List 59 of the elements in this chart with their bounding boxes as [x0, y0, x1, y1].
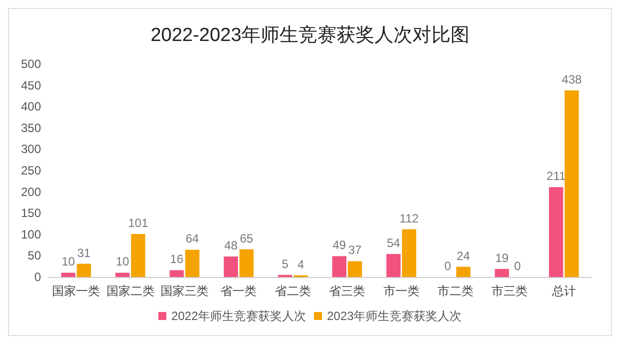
- bar: [386, 254, 401, 277]
- data-label: 49: [332, 238, 346, 252]
- legend-label: 2023年师生竞赛获奖人次: [327, 309, 462, 323]
- x-tick-label: 市二类: [438, 284, 474, 298]
- y-tick-label: 250: [20, 164, 42, 178]
- bar: [548, 187, 564, 277]
- data-label: 24: [456, 248, 470, 263]
- bar: [224, 256, 238, 277]
- bar: [332, 256, 346, 277]
- bar: [115, 272, 130, 277]
- data-label: 5: [282, 256, 289, 271]
- y-tick-label: 400: [20, 100, 42, 114]
- chart-title: 2022-2023年师生竞赛获奖人次对比图: [150, 24, 470, 46]
- bar: [494, 268, 509, 277]
- y-tick-label: 150: [20, 206, 42, 220]
- data-label: 10: [116, 254, 130, 269]
- data-label: 0: [514, 259, 522, 273]
- bar: [185, 250, 200, 277]
- x-tick-label: 国家三类: [160, 284, 208, 298]
- y-tick-label: 500: [20, 57, 42, 71]
- y-tick-label: 350: [20, 120, 42, 135]
- data-label: 101: [128, 216, 148, 230]
- y-tick-label: 200: [20, 184, 42, 199]
- data-label: 4: [297, 257, 304, 272]
- data-label: 10: [62, 254, 76, 269]
- y-tick-label: 50: [28, 248, 42, 263]
- data-label: 112: [400, 211, 419, 226]
- bar: [402, 229, 416, 277]
- bar: [61, 272, 76, 277]
- x-tick-label: 省三类: [329, 284, 366, 298]
- x-tick-label: 总计: [550, 284, 576, 298]
- legend-label: 2022年师生竞赛获奖人次: [171, 309, 306, 323]
- data-label: 31: [77, 246, 91, 260]
- data-label: 54: [386, 236, 400, 250]
- y-tick-label: 100: [20, 227, 42, 242]
- data-label: 16: [170, 252, 184, 266]
- x-tick-label: 国家一类: [52, 284, 100, 298]
- data-label: 65: [240, 231, 254, 246]
- data-label: 48: [224, 238, 238, 253]
- data-label: 438: [562, 72, 582, 86]
- y-tick-label: 300: [20, 142, 42, 156]
- x-tick-label: 国家二类: [106, 284, 154, 298]
- x-tick-label: 省一类: [220, 284, 257, 298]
- data-label: 37: [348, 243, 362, 258]
- data-label: 0: [444, 259, 452, 273]
- y-tick-label: 450: [20, 78, 42, 92]
- x-tick-label: 市一类: [383, 284, 420, 298]
- x-tick-label: 省二类: [274, 284, 311, 298]
- bar: [456, 266, 470, 277]
- y-tick-label: 0: [34, 270, 42, 284]
- x-tick-label: 市三类: [492, 284, 528, 298]
- data-label: 64: [186, 232, 200, 246]
- bar: [239, 249, 254, 277]
- bar: [564, 90, 579, 277]
- data-label: 19: [495, 250, 509, 265]
- bar: [348, 261, 362, 277]
- bar: [170, 270, 184, 277]
- bar: [131, 234, 146, 277]
- bar: [76, 264, 92, 277]
